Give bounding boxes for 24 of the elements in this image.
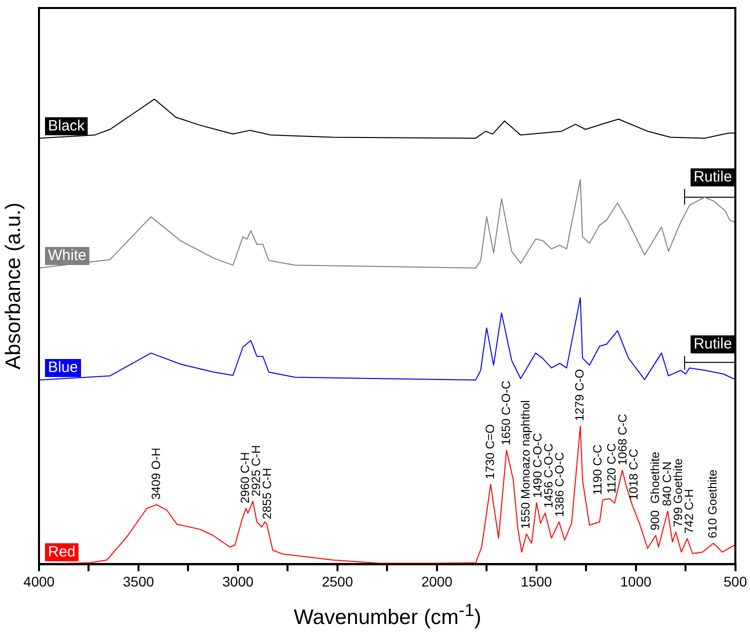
series-label: Rutile — [694, 168, 732, 186]
annotation: 610 Goethite — [706, 469, 720, 538]
series-label: Red — [48, 543, 76, 560]
annotation: 1730 C=O — [482, 424, 497, 480]
series-label: White — [48, 247, 86, 264]
annotation: 1550 Monoazo naphthol — [518, 400, 533, 529]
x-tick-label: 3000 — [222, 573, 254, 590]
x-tick-label: 500 — [724, 573, 748, 590]
x-tick-label: 2500 — [322, 573, 354, 590]
x-tick-label: 4000 — [23, 573, 55, 590]
annotation: 900 Ghoethite — [648, 451, 662, 530]
series-label: Rutile — [694, 335, 732, 352]
x-tick-label: 1000 — [620, 573, 652, 590]
y-axis-title: Absorbance (a.u.) — [2, 202, 26, 370]
series-label: Black — [48, 117, 86, 134]
annotation: 1279 C-O — [572, 369, 587, 422]
x-axis-title: Wavenumber (cm$^{-1}$) — [292, 600, 482, 630]
x-tick-label: 2000 — [421, 573, 453, 590]
x-tick-label: 3500 — [122, 573, 154, 590]
annotation: 3409 O-H — [148, 448, 163, 500]
annotation: 1650 C-O-C — [498, 380, 513, 446]
annotation: 1190 C-C — [590, 444, 604, 496]
x-tick-label: 1500 — [520, 573, 552, 590]
series-label: Blue — [48, 359, 78, 376]
